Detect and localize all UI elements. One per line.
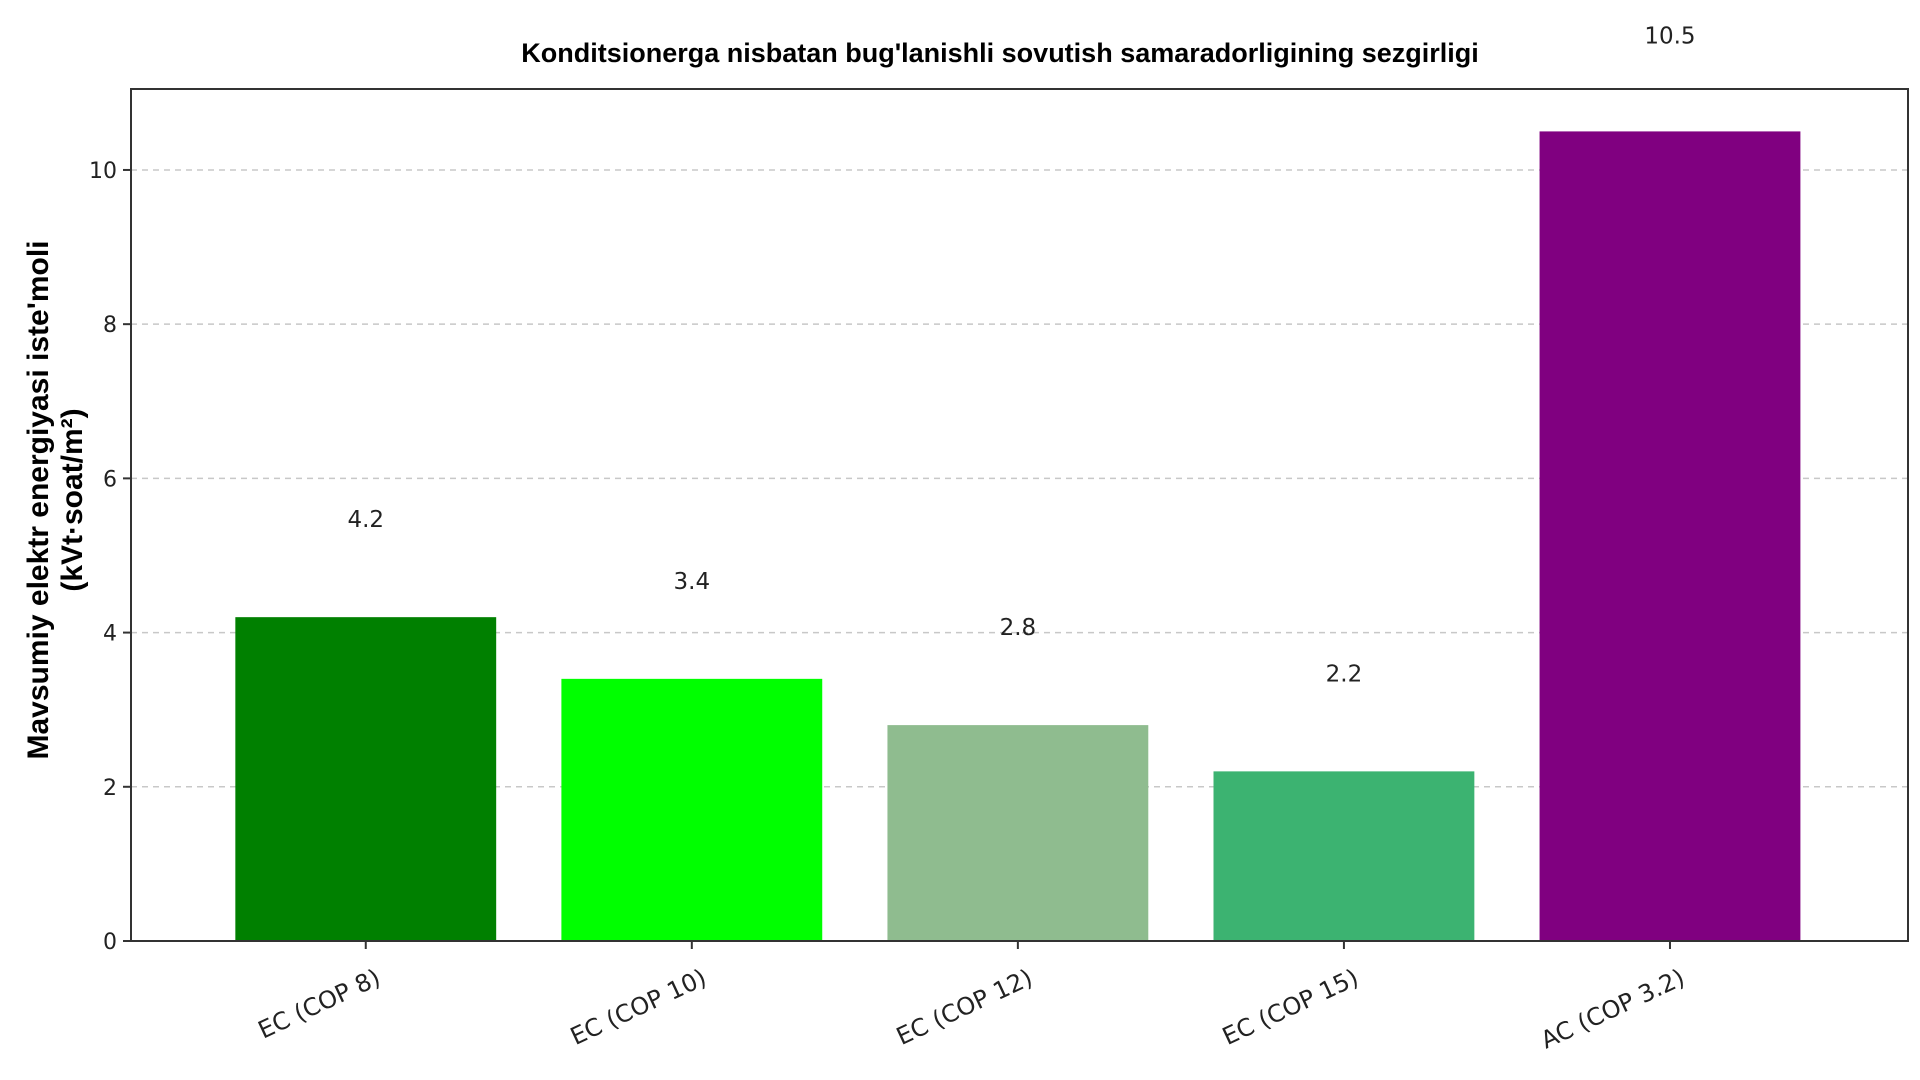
bar: [235, 617, 497, 941]
bar: [887, 725, 1149, 941]
y-axis-label-line: (kVt·soat/m²): [56, 408, 89, 591]
x-tick-label: AC (COP 3.2): [1537, 964, 1689, 1055]
chart-title: Konditsionerga nisbatan bug'lanishli sov…: [521, 38, 1479, 68]
x-tick-label: EC (COP 8): [254, 964, 385, 1045]
y-axis-ticks: 0 2 4 6 8 10: [89, 159, 131, 955]
bar-value-label: 2.8: [1000, 615, 1037, 641]
bar-value-label: 2.2: [1326, 661, 1363, 687]
x-axis-ticks: EC (COP 8) EC (COP 10) EC (COP 12) EC (COP …: [254, 941, 1689, 1054]
axes-frame: [130, 88, 1909, 942]
y-tick-label: 0: [103, 930, 117, 955]
y-axis-label: Mavsumiy elektr energiyasi iste'moli(kVt…: [22, 240, 89, 759]
x-tick-label: EC (COP 15): [1218, 964, 1363, 1051]
bar-value-label: 10.5: [1644, 23, 1695, 49]
bars: [235, 131, 1801, 942]
y-axis-label-line: Mavsumiy elektr energiyasi iste'moli: [22, 240, 55, 759]
y-tick-label: 4: [103, 622, 117, 647]
bar: [1213, 771, 1475, 941]
bar: [561, 678, 823, 941]
y-tick-label: 2: [103, 776, 117, 801]
bar-value-label: 3.4: [674, 569, 711, 595]
value-labels: 4.2 3.4 2.8 2.2 10.5: [347, 23, 1695, 687]
bar-value-label: 4.2: [347, 507, 384, 533]
y-tick-label: 6: [103, 467, 117, 492]
x-tick-label: EC (COP 10): [566, 964, 711, 1051]
y-tick-label: 10: [89, 159, 117, 184]
bar: [1539, 131, 1801, 942]
y-tick-label: 8: [103, 313, 117, 338]
x-tick-label: EC (COP 12): [892, 964, 1037, 1051]
